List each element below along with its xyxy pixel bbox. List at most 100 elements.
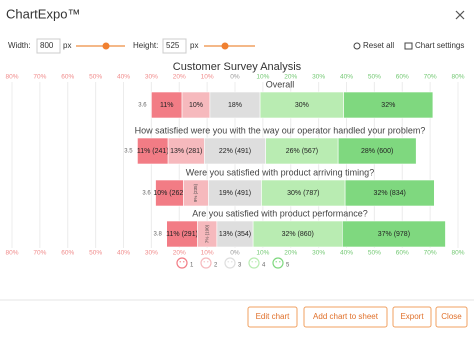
x-tick-label: 60% [61,250,74,257]
button-frame[interactable] [303,306,388,328]
legend-label: 1 [190,263,194,269]
legend-eye [231,261,233,263]
width-input[interactable] [36,38,61,54]
segment-label: 11% (241) [137,148,169,155]
segment-label: 9% (235) [193,183,198,202]
button-frame[interactable] [435,306,468,328]
x-tick-label: 70% [33,74,46,81]
category-label: Overall [266,79,295,89]
legend-eye [203,261,205,263]
legend-label: 3 [238,263,242,269]
x-tick-label: 60% [396,74,409,81]
x-tick-label: 60% [61,74,74,81]
settings-icon[interactable] [404,42,413,50]
segment-label: 13% (354) [219,231,251,238]
x-tick-label: 40% [340,74,353,81]
legend-eye [227,261,229,263]
width-label: Width: [8,41,31,50]
score-label: 3.6 [142,191,151,197]
button-label[interactable]: Close [441,312,462,321]
close-icon[interactable] [455,10,465,20]
x-tick-label: 10% [201,74,214,81]
height-thumb[interactable] [221,42,229,50]
score-label: 3.8 [154,232,163,238]
legend-eye [251,261,253,263]
x-tick-label: 50% [368,250,381,257]
settings-button[interactable]: Chart settings [415,41,464,50]
x-tick-label: 30% [145,250,158,257]
legend-eye [207,261,209,263]
height-value: 525 [166,41,180,50]
segment-label: 32% (860) [282,231,314,238]
width-thumb[interactable] [102,42,110,50]
segment-label: 30% (787) [287,190,319,197]
bar-segment [137,137,169,165]
x-tick-label: 50% [89,74,102,81]
x-tick-label: 70% [424,250,437,257]
button-frame[interactable] [247,306,298,328]
bar-segment [209,91,261,119]
legend-eye [275,261,277,263]
legend-eye [255,261,257,263]
action-button[interactable]: Edit chart [247,306,298,328]
button-label[interactable]: Add chart to sheet [313,312,379,321]
x-tick-label: 20% [284,74,297,81]
button-label[interactable]: Edit chart [256,312,291,321]
width-value: 800 [40,41,54,50]
bar-segment [344,179,435,207]
bar-segment [343,91,434,119]
height-input[interactable] [162,38,187,54]
score-label: 3.6 [138,103,147,109]
x-tick-label: 30% [145,74,158,81]
action-button[interactable]: Close [435,306,468,328]
segment-label: 10% [189,102,203,109]
height-unit: px [190,41,198,50]
x-tick-label: 0% [230,74,240,81]
legend-label: 2 [214,263,218,269]
bar-segment [155,179,184,207]
legend-eye [183,261,185,263]
action-button[interactable]: Export [392,306,432,328]
x-tick-label: 10% [256,74,269,81]
x-tick-label: 80% [451,74,464,81]
legend-icon [176,257,188,269]
bar-segment [337,137,417,165]
segment-label: 7% (190) [204,224,209,243]
bar-segment [166,220,198,248]
x-tick-label: 20% [173,250,186,257]
bar-segment [183,179,209,207]
reset-icon[interactable] [353,42,361,50]
legend-label: 5 [286,263,290,269]
button-label[interactable]: Export [400,312,424,321]
action-button[interactable]: Add chart to sheet [303,306,388,328]
x-tick-label: 80% [5,250,18,257]
legend-icon [248,257,260,269]
x-tick-label: 10% [201,250,214,257]
x-tick-label: 70% [424,74,437,81]
width-unit: px [63,41,71,50]
segment-label: 32% [381,102,395,109]
segment-label: 30% [295,102,309,109]
x-tick-label: 50% [368,74,381,81]
bar-segment [151,91,183,119]
segment-label: 10% (262) [153,190,185,197]
bar-segment [342,220,446,248]
x-tick-label: 10% [256,250,269,257]
reset-button[interactable]: Reset all [363,41,394,50]
bar-segment [181,91,211,119]
category-label: How satisfied were you with the way our … [135,125,426,135]
bar-segment [265,137,339,165]
x-tick-label: 20% [173,74,186,81]
x-tick-label: 20% [284,250,297,257]
x-tick-label: 40% [340,250,353,257]
segment-label: 19% (491) [219,190,251,197]
bar-segment [216,220,254,248]
segment-label: 11% (291) [166,231,198,238]
score-label: 3.5 [124,149,133,155]
chart-title: Customer Survey Analysis [173,61,302,73]
legend-eye [279,261,281,263]
x-tick-label: 80% [451,250,464,257]
bar-segment [204,137,266,165]
button-frame[interactable] [392,306,432,328]
